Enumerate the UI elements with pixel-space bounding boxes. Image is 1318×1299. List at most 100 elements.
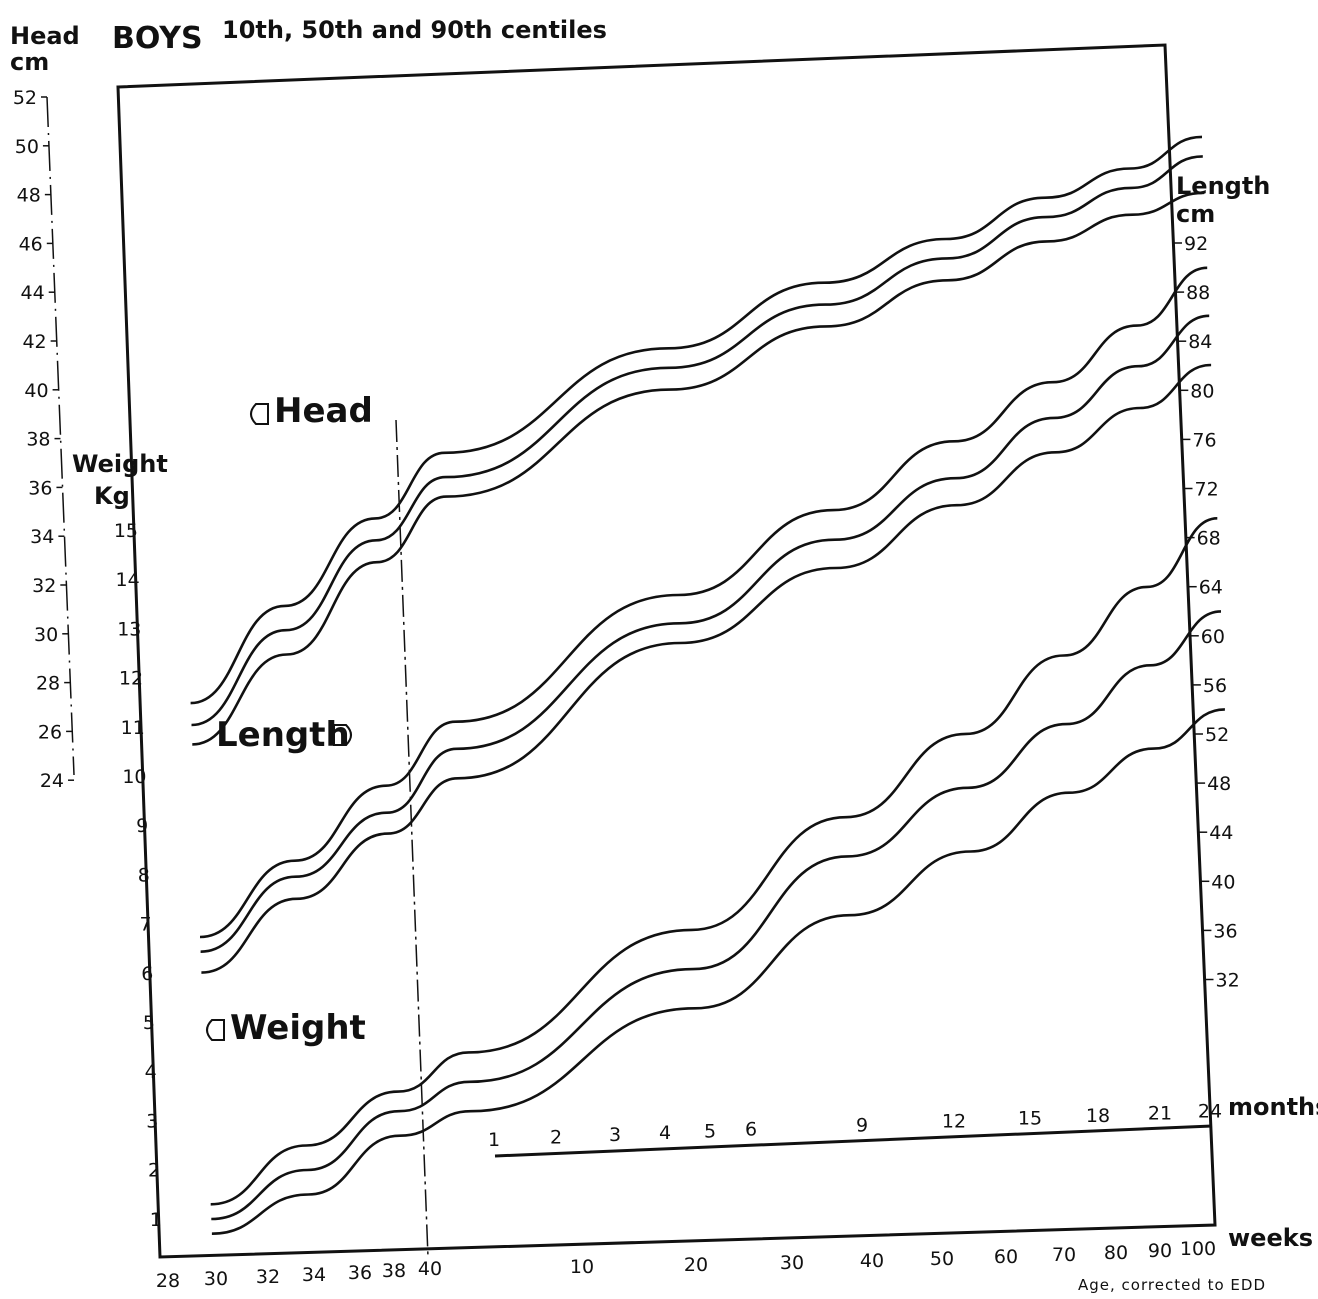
weight-tick-label: 3 [146, 1110, 158, 1132]
week-tick-label: 80 [1104, 1242, 1128, 1264]
weight-tick-label: 13 [117, 618, 141, 640]
month-tick-label: 5 [704, 1120, 716, 1142]
head-label-marker [250, 403, 269, 425]
months-axis-unit: months [1228, 1093, 1318, 1121]
week-tick-label: 60 [994, 1246, 1018, 1268]
week-tick-label: 90 [1148, 1240, 1172, 1262]
length-tick-label: 40 [1211, 871, 1235, 893]
weight-tick-label: 14 [116, 569, 140, 591]
week-tick-label: 34 [302, 1264, 326, 1286]
length-axis-ticks: 92 88 84 80 76 72 68 64 60 56 52 48 44 40 36 32 [1174, 233, 1240, 992]
weight-axis-unit: Kg [94, 482, 130, 510]
head-tick-label: 42 [22, 331, 46, 353]
length-axis-label: Length [1176, 172, 1270, 200]
chart-subtitle: 10th, 50th and 90th centiles [222, 16, 607, 44]
head-axis-unit: cm [10, 48, 49, 76]
chart-frame [116, 43, 1217, 1259]
month-tick-label: 6 [745, 1119, 757, 1141]
weight-tick-label: 9 [136, 815, 148, 837]
week-tick-label: 20 [684, 1254, 708, 1276]
weight-curve-label: Weight [230, 1008, 366, 1048]
head-tick-label: 32 [32, 575, 56, 597]
weeks-axis-ticks: 28 30 32 34 36 38 40 10 20 30 40 50 60 70 80 90 100 [156, 1238, 1216, 1292]
series-line-head-90th [190, 135, 1203, 705]
week-tick-label: 40 [860, 1250, 884, 1272]
length-tick-label: 68 [1197, 528, 1221, 550]
month-tick-label: 15 [1018, 1108, 1042, 1130]
head-axis-ticks: 52 50 48 46 44 42 40 38 36 34 32 30 28 26 24 [13, 87, 75, 792]
length-tick-label: 80 [1190, 380, 1214, 402]
week-tick-label: 28 [156, 1270, 180, 1292]
length-tick-label: 92 [1184, 233, 1208, 255]
weight-tick-label: 15 [114, 520, 138, 542]
head-tick-label: 36 [28, 477, 52, 499]
length-tick-label: 52 [1205, 724, 1229, 746]
series-line-length-10th [201, 363, 1212, 974]
length-curve-label: Length [216, 715, 350, 755]
month-tick-label: 24 [1198, 1100, 1222, 1122]
month-tick-label: 9 [856, 1114, 868, 1136]
week-tick-label: 40 [418, 1258, 442, 1280]
head-tick-label: 24 [40, 770, 64, 792]
weight-tick-label: 7 [140, 914, 152, 936]
series-line-head-50th [191, 155, 1203, 727]
head-tick-label: 52 [13, 87, 37, 109]
series-line-length-50th [200, 314, 1210, 953]
weight-tick-label: 10 [122, 766, 146, 788]
weight-axis-label: Weight [72, 450, 168, 478]
head-tick-label: 34 [30, 526, 54, 548]
series-line-weight-90th [210, 517, 1218, 1206]
series-line-weight-50th [211, 610, 1222, 1221]
months-axis-ticks: 1 2 3 4 5 6 9 12 15 18 21 24 [488, 1100, 1222, 1151]
weight-label-marker [206, 1019, 225, 1041]
weight-tick-label: 2 [148, 1160, 160, 1182]
length-tick-label: 48 [1207, 773, 1231, 795]
week-tick-label: 30 [204, 1268, 228, 1290]
head-tick-label: 46 [19, 233, 43, 255]
head-tick-label: 30 [34, 624, 58, 646]
week-tick-label: 10 [570, 1256, 594, 1278]
length-tick-label: 88 [1186, 282, 1210, 304]
week-tick-label: 70 [1052, 1244, 1076, 1266]
length-tick-label: 32 [1216, 970, 1240, 992]
length-tick-label: 72 [1195, 479, 1219, 501]
length-label-marker [333, 724, 352, 746]
length-tick-label: 84 [1188, 331, 1212, 353]
head-tick-label: 40 [24, 380, 48, 402]
month-tick-label: 1 [488, 1129, 500, 1151]
month-tick-label: 18 [1086, 1105, 1110, 1127]
head-tick-label: 48 [17, 185, 41, 207]
weight-tick-label: 5 [143, 1012, 155, 1034]
length-axis-unit: cm [1176, 200, 1215, 228]
weight-tick-label: 1 [150, 1209, 162, 1231]
month-tick-label: 21 [1148, 1102, 1172, 1124]
week-tick-label: 38 [382, 1260, 406, 1282]
length-tick-label: 36 [1213, 920, 1237, 942]
series-line-length-90th [199, 266, 1208, 939]
weeks-axis-unit: weeks [1228, 1224, 1313, 1252]
week-tick-label: 36 [348, 1262, 372, 1284]
length-tick-label: 76 [1192, 429, 1216, 451]
head-curve-label: Head [274, 391, 373, 431]
head-tick-label: 38 [26, 429, 50, 451]
weight-tick-label: 12 [119, 668, 143, 690]
length-tick-label: 44 [1209, 822, 1233, 844]
month-tick-label: 2 [550, 1127, 562, 1149]
head-tick-label: 44 [21, 282, 45, 304]
head-axis-label: Head [10, 22, 80, 50]
length-tick-label: 56 [1203, 675, 1227, 697]
head-tick-label: 28 [36, 673, 60, 695]
length-tick-label: 64 [1199, 577, 1223, 599]
weight-tick-label: 4 [145, 1061, 157, 1083]
centile-curves [190, 135, 1225, 1235]
series-line-head-10th [192, 191, 1205, 746]
chart-title: BOYS [112, 21, 203, 56]
weight-tick-label: 6 [141, 963, 153, 985]
head-axis-line [46, 96, 75, 776]
age-footnote: Age, corrected to EDD [1078, 1276, 1266, 1294]
weight-tick-label: 11 [121, 717, 145, 739]
head-tick-label: 26 [38, 721, 62, 743]
month-tick-label: 3 [609, 1124, 621, 1146]
series-line-weight-10th [211, 708, 1225, 1235]
